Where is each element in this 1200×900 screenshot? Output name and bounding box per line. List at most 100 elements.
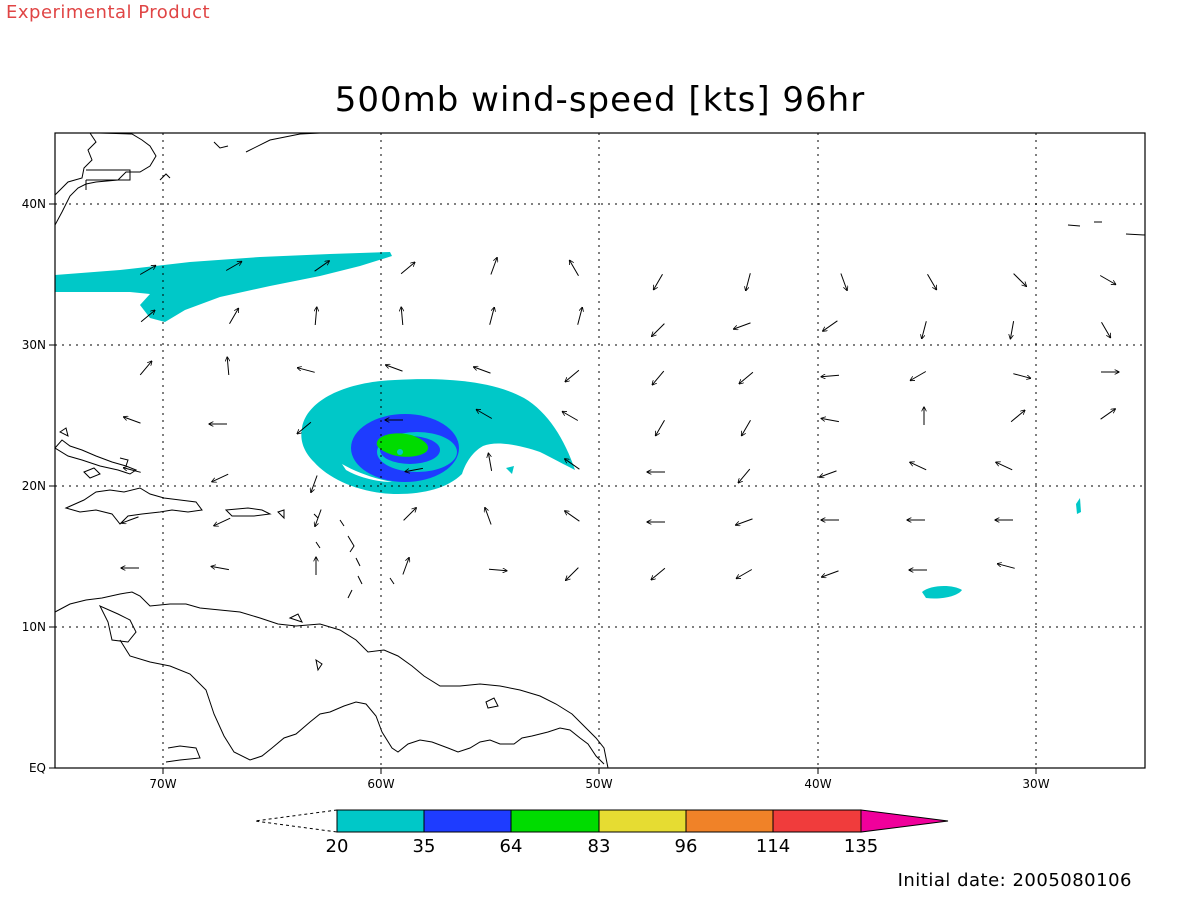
wind-arrow	[565, 369, 580, 382]
wind-arrow	[311, 475, 318, 493]
wind-arrow	[476, 410, 493, 419]
lon-label-50w: 50W	[585, 777, 612, 791]
wind-arrow	[315, 307, 317, 326]
coastlines	[55, 133, 1145, 768]
wind-arrow	[122, 516, 139, 523]
colorbar-label-64: 64	[500, 836, 523, 857]
wind-arrow	[820, 470, 837, 477]
wind-arrow	[225, 262, 242, 271]
wind-arrow	[315, 509, 322, 527]
wind-arrow	[400, 262, 415, 275]
wind-arrow	[314, 261, 330, 272]
wind-arrow	[211, 566, 229, 571]
plot-frame	[54, 132, 1146, 769]
colorbar-label-96: 96	[675, 836, 698, 857]
experimental-product-label: Experimental Product	[6, 2, 211, 23]
wind-arrow	[823, 320, 838, 331]
wind-arrow	[734, 322, 751, 329]
wind-arrow	[297, 368, 315, 373]
colorbar-bin-35-64	[423, 809, 512, 833]
lon-label-30w: 30W	[1022, 777, 1049, 791]
wind-arrow	[139, 266, 156, 275]
colorbar-bin-20-35	[336, 809, 425, 833]
wind-arrow	[651, 567, 666, 580]
wind-arrow	[739, 371, 754, 384]
wind-arrow	[488, 453, 493, 471]
wind-arrow	[736, 569, 753, 579]
lat-label-10n: 10N	[22, 620, 46, 634]
wind-arrow	[742, 419, 751, 436]
wind-arrow	[139, 361, 152, 376]
colorbar-low-end	[254, 809, 338, 833]
wind-arrow	[212, 473, 229, 482]
wind-arrow	[401, 307, 403, 326]
initial-date-label: Initial date: 2005080106	[897, 870, 1132, 891]
wind-arrow	[566, 567, 579, 581]
plot-area	[55, 133, 1145, 768]
lon-label-60w: 60W	[367, 777, 394, 791]
graticule	[55, 133, 1145, 768]
lat-label-30n: 30N	[22, 338, 46, 352]
wind-vectors	[121, 258, 1119, 581]
wind-arrow	[997, 564, 1015, 569]
wind-arrow	[922, 321, 927, 338]
wind-arrow	[562, 412, 579, 421]
colorbar-label-20: 20	[326, 836, 349, 857]
colorbar-bin-96-114	[685, 809, 774, 833]
wind-arrow	[654, 273, 663, 290]
colorbar-label-135: 135	[844, 836, 878, 857]
lat-label-eq: EQ	[29, 761, 46, 775]
wind-arrow	[485, 508, 492, 525]
colorbar-label-114: 114	[756, 836, 790, 857]
wind-arrow	[821, 418, 839, 423]
wind-arrow	[229, 308, 239, 325]
wind-arrow	[403, 508, 417, 521]
colorbar-bin-83-96	[598, 809, 687, 833]
wind-arrow	[565, 459, 580, 470]
wind-arrow	[910, 462, 927, 471]
wind-speed-shading	[55, 252, 1081, 599]
ring-gap	[342, 464, 392, 482]
wind-arrow	[214, 517, 231, 526]
colorbar-label-83: 83	[588, 836, 611, 857]
wind-arrow	[474, 367, 491, 374]
wind-arrow	[1100, 409, 1116, 420]
lon-label-40w: 40W	[804, 777, 831, 791]
wind-arrow	[565, 511, 580, 522]
wind-arrow	[746, 273, 751, 290]
hurricane-64kt-core	[376, 433, 429, 457]
axis-ticks	[49, 203, 1037, 774]
colorbar-bin-64-83	[510, 809, 600, 833]
wind-arrow	[1101, 321, 1111, 338]
wind-arrow	[652, 323, 665, 337]
small-patch-centre	[506, 466, 514, 474]
jet-band-shading	[55, 252, 392, 322]
small-patch-ne	[1076, 498, 1081, 514]
wind-arrow	[489, 307, 495, 325]
wind-arrow	[840, 273, 847, 291]
wind-arrow	[140, 310, 155, 323]
wind-arrow	[996, 462, 1013, 471]
wind-arrow	[124, 417, 141, 424]
wind-arrow	[910, 371, 927, 381]
lat-label-40n: 40N	[22, 197, 46, 211]
wind-arrow	[577, 307, 583, 325]
wind-arrow	[227, 357, 229, 376]
wind-arrow	[402, 558, 409, 575]
page-title: 500mb wind-speed [kts] 96hr	[334, 80, 866, 120]
wind-arrow	[1013, 273, 1027, 287]
wind-arrow	[488, 569, 507, 571]
wind-arrow	[405, 467, 423, 471]
colorbar: 20 35 64 83 96 114 135	[254, 809, 949, 857]
wind-arrow	[1010, 410, 1025, 423]
wind-arrow	[490, 258, 497, 275]
colorbar-high-end	[860, 809, 949, 833]
wind-arrow	[738, 468, 751, 483]
wind-arrow	[570, 260, 579, 277]
wind-arrow	[386, 365, 403, 372]
eye-marker	[397, 449, 403, 455]
small-patch-east	[922, 586, 962, 599]
colorbar-bin-114-135	[772, 809, 862, 833]
wind-arrow	[927, 273, 937, 290]
